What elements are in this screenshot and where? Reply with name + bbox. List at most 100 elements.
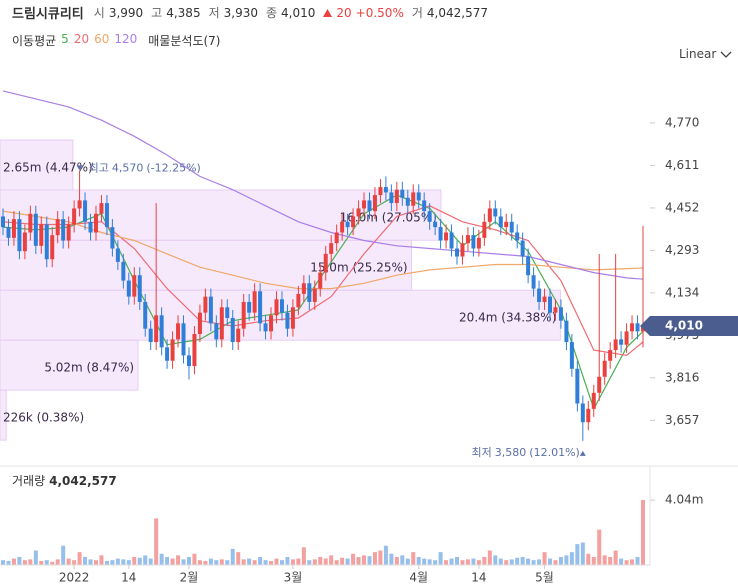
candle-body <box>219 307 224 340</box>
candle-body <box>455 248 460 257</box>
candle-body <box>192 334 197 367</box>
volume-bar <box>192 553 197 565</box>
candle-body <box>55 219 60 236</box>
candle-body <box>66 224 71 241</box>
candle-body <box>176 323 181 340</box>
volume-bar <box>460 560 465 565</box>
candle-body <box>378 187 383 196</box>
candle-body <box>548 296 552 313</box>
volume-bar <box>66 558 71 565</box>
last-price-label: 4,010 <box>665 319 703 333</box>
scale-mode: Linear <box>679 47 717 61</box>
volume-bar <box>569 552 574 565</box>
candle-body <box>72 208 77 225</box>
volume-bar <box>438 552 443 565</box>
candle-body <box>11 219 16 238</box>
candle-body <box>154 315 159 343</box>
volume-bar <box>230 548 235 565</box>
profile-bar <box>0 339 139 391</box>
legend: 이동평균 5 20 60 120 매물분석도(7) <box>12 32 220 49</box>
volume-bar <box>504 560 509 565</box>
candle-body <box>471 235 476 249</box>
low-marker: 최저 3,580 (12.01%) <box>472 446 580 459</box>
candle-body <box>214 323 219 340</box>
candle-body <box>340 221 345 233</box>
candle-body <box>487 208 492 222</box>
candle-body <box>362 200 367 209</box>
candle-body <box>115 248 120 262</box>
candle-body <box>400 189 405 198</box>
candle-body <box>39 224 44 246</box>
volume-bar <box>416 556 421 565</box>
field-label: 저 <box>208 6 220 20</box>
volume-bar <box>591 556 596 565</box>
high-icon <box>76 165 83 171</box>
candle-body <box>383 187 388 193</box>
profile-label: 226k (0.38%) <box>3 411 84 425</box>
scale-select[interactable]: Linear <box>679 47 732 61</box>
candle-body <box>329 243 334 254</box>
candle-body <box>542 296 547 302</box>
candle-body <box>241 301 246 329</box>
candle-body <box>372 195 377 212</box>
volume-bar <box>279 560 284 565</box>
candle-body <box>197 312 202 335</box>
volume-bar <box>465 559 470 565</box>
candle-body <box>537 288 542 302</box>
volume-bar <box>55 559 60 565</box>
candle-body <box>132 275 137 297</box>
candle-body <box>411 192 416 206</box>
candle-body <box>351 216 356 228</box>
candle-body <box>22 232 27 252</box>
volume-bar <box>515 557 520 565</box>
candle-body <box>389 192 394 204</box>
volume-bar <box>433 560 438 565</box>
volume-bar <box>181 559 186 565</box>
candle-body <box>591 392 596 409</box>
volume-bar <box>252 560 257 565</box>
low-icon <box>579 450 586 456</box>
candle-body <box>252 291 257 313</box>
y-tick-label: 4,452 <box>665 200 699 214</box>
volume-bar <box>427 559 432 565</box>
volume-bar <box>296 558 301 565</box>
candle-body <box>405 197 410 206</box>
candle-body <box>520 240 525 257</box>
profile-bar <box>0 139 74 191</box>
candle-body <box>356 208 361 217</box>
candle-body <box>575 368 580 404</box>
field-label: 종 <box>265 6 278 20</box>
volume-bar <box>165 556 170 565</box>
y-tick-label: 3,657 <box>665 413 699 427</box>
volume-bar <box>110 560 115 565</box>
volume-bar <box>394 556 399 565</box>
field-value: 4,010 <box>281 5 316 20</box>
volume-bar <box>137 557 142 565</box>
volume-bar <box>88 559 93 565</box>
y-tick-label: 4,134 <box>665 285 699 299</box>
volume-bar <box>520 556 525 565</box>
stock-name: 드림시큐리티 <box>12 7 84 22</box>
volume-bar <box>33 550 38 565</box>
x-tick-label: 5월 <box>535 571 554 585</box>
volume-bar <box>493 555 498 565</box>
volume-bar <box>630 559 635 565</box>
volume-bar <box>1 560 5 565</box>
x-tick-label: 4월 <box>409 571 428 585</box>
volume-tick-label: 4.04m <box>665 493 703 507</box>
volume-bar <box>329 555 334 565</box>
volume-bar <box>44 560 49 565</box>
y-tick-label: 4,293 <box>665 243 699 257</box>
candle-body <box>416 192 421 201</box>
chevron <box>720 51 732 58</box>
volume-bar <box>11 558 16 565</box>
candle-body <box>230 317 235 343</box>
candle-body <box>630 323 635 332</box>
volume-bar <box>405 558 410 565</box>
volume-bar <box>17 556 22 565</box>
candle-body <box>247 301 252 313</box>
volume-bar <box>225 560 230 565</box>
candle-body <box>433 221 438 228</box>
candle-body <box>526 256 531 276</box>
